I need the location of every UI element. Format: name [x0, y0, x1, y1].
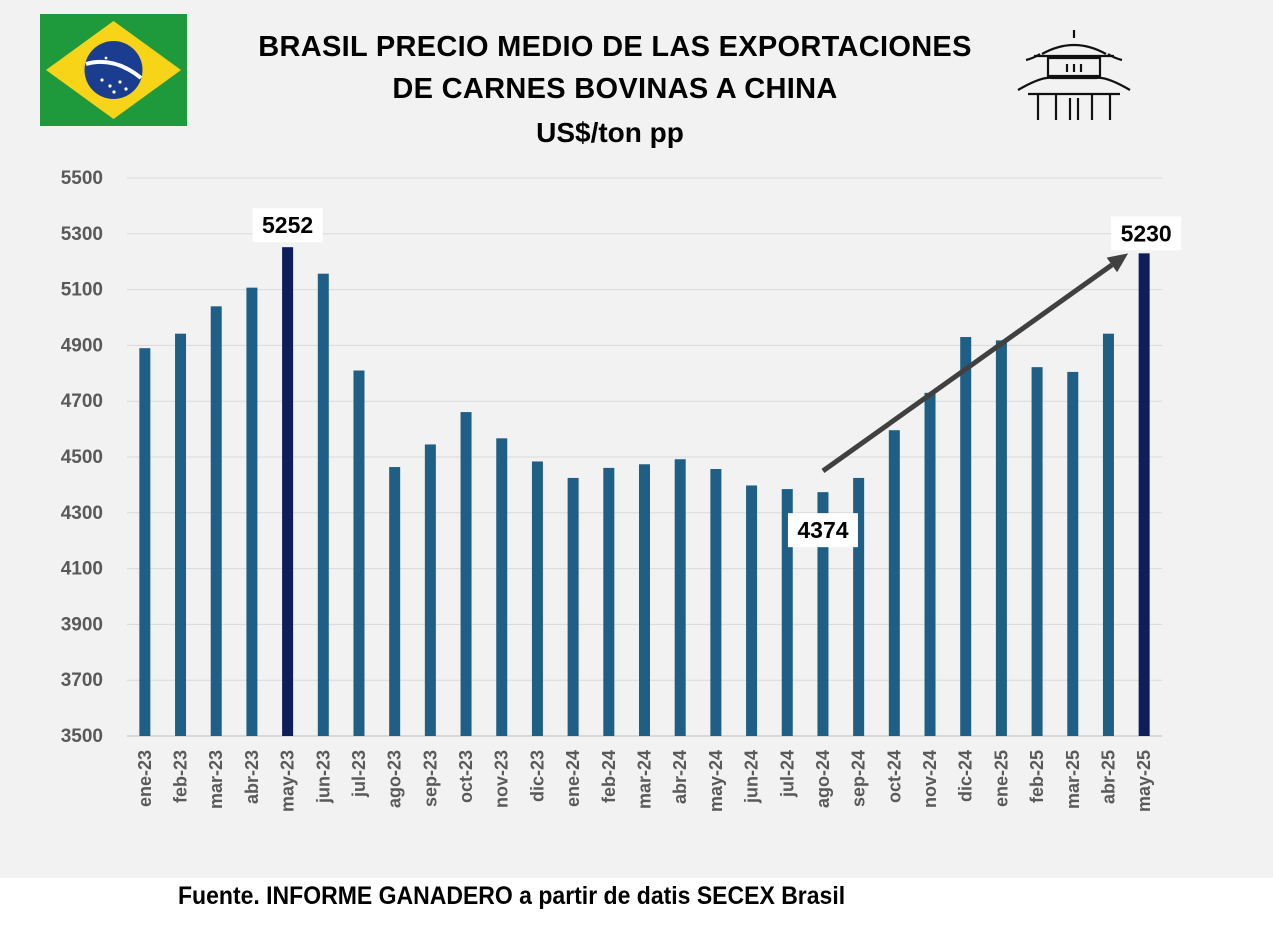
- bar-mar-25: [1067, 371, 1079, 736]
- y-tick-label: 3900: [61, 614, 103, 635]
- x-tick-label: sep-24: [849, 750, 869, 807]
- bar-jul-23: [353, 370, 365, 736]
- x-tick-label: feb-25: [1027, 750, 1047, 803]
- x-tick-label: abr-24: [670, 750, 690, 804]
- x-tick-label: jul-24: [777, 750, 797, 798]
- y-tick-label: 4500: [61, 447, 103, 468]
- y-tick-label: 5500: [61, 168, 103, 189]
- bar-chart: 3500 3700 3900 4100 4300 4500 4700 4900 5100 5300…: [61, 168, 1182, 812]
- bar-ene-24: [567, 477, 579, 736]
- y-tick-label: 3500: [61, 726, 103, 747]
- x-tick-label: dic-23: [527, 750, 547, 802]
- bar-may-25: [1138, 253, 1150, 736]
- bar-ago-24: [817, 492, 829, 736]
- x-tick-label: ene-24: [563, 750, 583, 807]
- bar-oct-24: [888, 430, 900, 736]
- bar-jul-24: [781, 489, 793, 736]
- bar-mar-23: [210, 306, 222, 736]
- x-tick-label: sep-23: [420, 750, 440, 807]
- bar-dic-23: [531, 461, 543, 736]
- x-tick-label: abr-25: [1098, 750, 1118, 804]
- x-tick-label: ago-23: [385, 750, 405, 808]
- bar-mar-24: [639, 464, 650, 736]
- x-tick-label: abr-23: [242, 750, 262, 804]
- chart-title-line-1: BRASIL PRECIO MEDIO DE LAS EXPORTACIONES: [258, 31, 972, 63]
- trend-arrow-line: [821, 262, 1114, 473]
- bar-ene-25: [995, 340, 1007, 736]
- y-tick-label: 5300: [61, 224, 103, 245]
- bar-nov-24: [924, 392, 936, 736]
- bar-jun-24: [746, 485, 758, 736]
- bar-feb-25: [1031, 367, 1043, 736]
- x-tick-label: feb-23: [171, 750, 191, 803]
- data-label-box: [252, 208, 323, 243]
- bar-jun-23: [317, 273, 329, 736]
- data-label: 4374: [797, 517, 848, 543]
- bar-abr-23: [246, 287, 258, 736]
- x-tick-label: jun-23: [313, 750, 333, 804]
- x-tick-label: may-24: [706, 750, 726, 812]
- bar-nov-23: [496, 438, 508, 736]
- bar-feb-23: [175, 333, 187, 736]
- x-tick-label: mar-24: [635, 750, 655, 809]
- data-label-box: [1111, 216, 1182, 251]
- x-tick-label: ene-25: [991, 750, 1011, 807]
- bar-may-23: [282, 247, 294, 736]
- bar-ago-23: [389, 467, 401, 736]
- chart-title-line-2: DE CARNES BOVINAS A CHINA: [392, 73, 838, 105]
- data-label-box: [787, 513, 858, 548]
- data-label: 5230: [1121, 220, 1172, 246]
- x-tick-label: nov-23: [492, 750, 512, 808]
- pagoda-icon: [1017, 30, 1131, 120]
- brazil-flag-icon: [40, 14, 187, 126]
- x-tick-label: oct-24: [884, 750, 904, 803]
- bar-abr-25: [1102, 333, 1114, 736]
- x-tick-label: feb-24: [599, 750, 619, 803]
- data-label: 5252: [262, 212, 313, 238]
- x-tick-label: jul-23: [349, 750, 369, 798]
- bar-feb-24: [603, 467, 615, 736]
- y-tick-label: 5100: [61, 280, 103, 301]
- y-tick-label: 4100: [61, 559, 103, 580]
- x-tick-label: ago-24: [813, 750, 833, 808]
- trend-arrowhead: [1106, 253, 1129, 273]
- source-note: Fuente. INFORME GANADERO a partir de dat…: [178, 882, 846, 910]
- bar-sep-23: [424, 444, 436, 736]
- bar-oct-23: [460, 412, 472, 736]
- x-tick-label: may-25: [1134, 750, 1154, 812]
- x-tick-label: nov-24: [920, 750, 940, 808]
- x-tick-label: may-23: [278, 750, 298, 812]
- x-tick-label: dic-24: [956, 750, 976, 802]
- bar-abr-24: [674, 459, 686, 736]
- y-tick-label: 4700: [61, 391, 103, 412]
- x-tick-label: oct-23: [456, 750, 476, 803]
- y-tick-label: 4900: [61, 335, 103, 356]
- y-tick-label: 3700: [61, 670, 103, 691]
- x-tick-label: mar-23: [206, 750, 226, 809]
- bar-may-24: [710, 468, 722, 736]
- bar-sep-24: [853, 477, 865, 736]
- chart-subtitle: US$/ton pp: [536, 117, 684, 148]
- bar-dic-24: [960, 337, 972, 736]
- bar-ene-23: [139, 348, 151, 736]
- x-tick-label: jun-24: [742, 750, 762, 804]
- y-tick-label: 4300: [61, 503, 103, 524]
- x-tick-label: mar-25: [1063, 750, 1083, 809]
- x-tick-label: ene-23: [135, 750, 155, 807]
